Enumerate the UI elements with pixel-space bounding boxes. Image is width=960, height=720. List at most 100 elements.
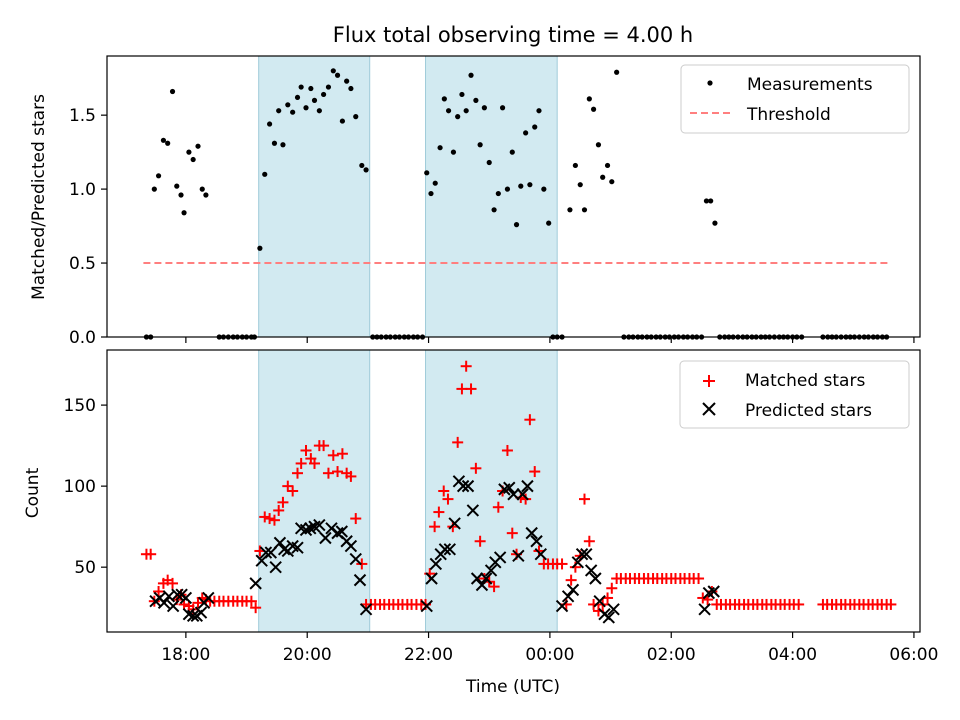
matched-star-point — [145, 548, 157, 560]
legend-predicted-marker — [702, 402, 716, 416]
matched-star-point — [153, 585, 165, 597]
legend-predicted-label: Predicted stars — [745, 401, 872, 421]
chart-title: Flux total observing time = 4.00 h — [333, 23, 693, 47]
predicted-star-point — [475, 578, 489, 592]
legend-matched-marker — [703, 375, 715, 387]
predicted-star-point — [349, 552, 362, 566]
measurement-point — [541, 186, 547, 192]
measurement-point — [491, 207, 497, 213]
top-plot-frame — [106, 55, 921, 338]
bottom-plot-frame — [106, 349, 921, 633]
measurement-point — [294, 94, 301, 101]
measurement-point — [348, 85, 354, 92]
measurement-point — [527, 182, 533, 188]
matched-star-point — [273, 504, 285, 516]
measurement-point — [477, 142, 483, 148]
matched-star-point — [474, 535, 486, 547]
matched-star-point — [264, 513, 276, 525]
measurement-point — [303, 105, 309, 111]
matched-star-point — [506, 527, 518, 539]
matched-star-point — [460, 360, 472, 372]
bottom-y-axis-label: Count — [23, 467, 43, 518]
measurement-point — [151, 186, 157, 192]
bottom-y-ticks: 50 100 150 — [64, 396, 107, 578]
measurement-point — [181, 210, 187, 216]
bottom-legend: Matched stars Predicted stars — [679, 360, 910, 429]
measurement-point — [567, 207, 573, 213]
predicted-star-point — [493, 551, 507, 564]
predicted-star-point — [534, 547, 548, 561]
measurement-point — [614, 69, 620, 75]
measurement-point — [712, 220, 718, 226]
y-tick-label: 150 — [64, 396, 96, 416]
measurement-point — [459, 91, 465, 98]
measurement-point — [169, 88, 176, 95]
predicted-star-point — [429, 557, 443, 571]
bottom-panel: 50 100 150 18:00 20:00 22:00 00:00 02:00 04:00 0… — [23, 349, 938, 697]
predicted-star-point — [425, 572, 438, 585]
measurement-point — [546, 220, 552, 226]
x-axis-label: Time (UTC) — [465, 677, 560, 697]
predicted-star-point — [353, 573, 367, 587]
predicted-star-point — [516, 488, 529, 501]
measurement-point — [473, 97, 479, 103]
measurement-point — [532, 124, 538, 130]
y-tick-label: 50 — [74, 558, 96, 578]
predicted-star-point — [521, 479, 534, 493]
matched-star-point — [465, 383, 477, 395]
predicted-star-point — [291, 541, 304, 554]
predicted-star-point — [525, 526, 538, 540]
legend-threshold-label: Threshold — [746, 105, 831, 125]
predicted-star-point — [479, 572, 493, 585]
predicted-star-point — [470, 572, 484, 585]
measurement-point — [486, 159, 492, 166]
predicted-star-point — [157, 596, 171, 610]
predicted-star-point — [194, 606, 208, 619]
measurement-point — [257, 245, 263, 251]
predicted-star-point — [602, 611, 615, 624]
y-tick-label: 0.0 — [69, 328, 96, 348]
predicted-star-point — [171, 588, 184, 601]
measurement-point — [199, 186, 205, 192]
x-tick-label: 18:00 — [161, 645, 210, 665]
predicted-star-point — [698, 603, 711, 616]
x-tick-label: 06:00 — [889, 645, 938, 665]
predicted-star-point — [507, 488, 520, 501]
matched-star-point — [300, 444, 312, 456]
matched-star-point — [885, 598, 897, 610]
predicted-star-point — [335, 525, 349, 538]
measurement-point — [595, 142, 602, 148]
x-tick-label: 00:00 — [525, 645, 574, 665]
matched-star-point — [529, 466, 541, 478]
predicted-star-point — [466, 504, 480, 517]
matched-star-point — [167, 577, 179, 589]
matched-star-point — [336, 448, 348, 460]
matched-star-point — [245, 595, 257, 607]
measurement-point — [316, 108, 322, 114]
matched-star-point — [282, 480, 294, 492]
measurement-point — [290, 109, 296, 115]
measurement-point — [428, 190, 434, 197]
top-legend-box — [680, 64, 910, 134]
measurement-point — [445, 108, 452, 114]
top-panel: 0.0 0.5 1.0 1.5 Matched/Predicted stars Mea… — [29, 55, 921, 348]
measurement-point — [518, 183, 524, 189]
predicted-star-point — [575, 547, 589, 561]
matched-star-point — [452, 436, 464, 448]
predicted-star-point — [299, 523, 313, 537]
measurement-point — [320, 91, 327, 98]
matched-star-point — [287, 485, 299, 497]
measurement-point — [353, 114, 359, 120]
measurement-point — [298, 84, 304, 90]
measurement-point — [271, 140, 278, 146]
matched-star-point — [327, 449, 339, 461]
legend-measurements-marker — [707, 80, 713, 86]
matched-star-point — [565, 574, 577, 586]
matched-star-point — [488, 581, 500, 593]
observing-window-1 — [258, 349, 371, 633]
matched-star-point — [433, 506, 445, 518]
measurement-point — [334, 72, 341, 78]
measurement-point — [178, 192, 184, 198]
measurement-point — [468, 72, 474, 78]
